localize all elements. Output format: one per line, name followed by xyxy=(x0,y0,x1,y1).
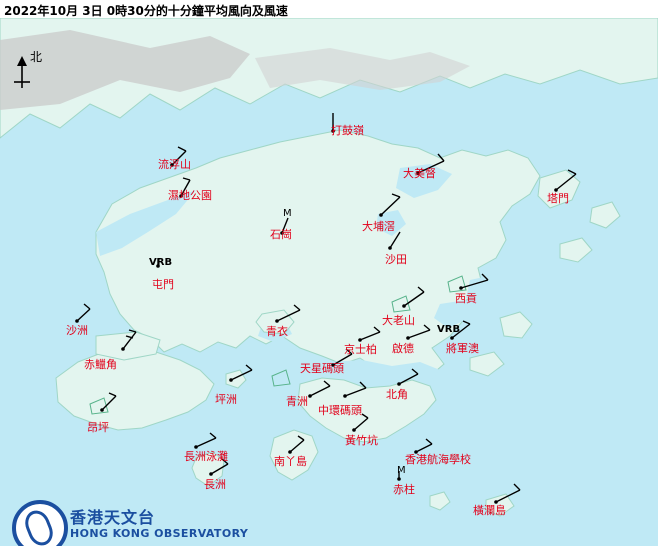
station-label-lamma-island: 南丫島 xyxy=(274,455,307,468)
station-label-shek-kong: 石崗 xyxy=(270,228,292,241)
station-label-sha-chau: 沙洲 xyxy=(66,324,88,337)
station-label-tseung-kwan-o: 將軍澳 xyxy=(446,342,479,355)
station-label-north-point: 北角 xyxy=(386,388,408,401)
north-arrow: 北 xyxy=(8,48,48,90)
station-label-chek-lap-kok: 赤鱲角 xyxy=(84,358,117,371)
map-geometry xyxy=(0,18,658,546)
station-label-ngong-ping: 昂坪 xyxy=(87,421,109,434)
station-label-central-pier: 中環碼頭 xyxy=(318,404,362,417)
map-canvas[interactable]: 北 打鼓嶺 流浮山 濕地公園 大美督 塔門 石崗 大埔滘 沙田 屯門 西貢 沙洲… xyxy=(0,18,658,546)
station-label-wong-chuk-hang: 黃竹坑 xyxy=(345,434,378,447)
station-label-tai-po-kau: 大埔滘 xyxy=(362,220,395,233)
station-label-tsing-yi: 青衣 xyxy=(266,325,288,338)
station-label-peng-chau: 坪洲 xyxy=(215,393,237,406)
station-label-green-island: 青洲 xyxy=(286,395,308,408)
station-label-stanley: 赤柱 xyxy=(393,483,415,496)
north-label: 北 xyxy=(30,50,43,64)
wind-barb-layer xyxy=(75,113,577,504)
marker-vrb-tuen-mun: VRB xyxy=(149,257,173,268)
station-dots xyxy=(75,129,558,504)
hko-logo-name-cn: 香港天文台 xyxy=(70,508,156,527)
marker-m-stanley: M xyxy=(397,465,406,476)
station-label-cheung-chau-beach: 長洲泳灘 xyxy=(184,450,228,463)
hko-logo: 香港天文台 HONG KONG OBSERVATORY xyxy=(8,496,258,546)
station-label-dagushan: 打鼓嶺 xyxy=(331,124,364,137)
hko-logo-mark xyxy=(12,500,68,546)
station-label-wetland-park: 濕地公園 xyxy=(168,189,212,202)
station-label-kai-tak: 啟德 xyxy=(392,342,414,355)
station-label-tuen-mun: 屯門 xyxy=(152,278,174,291)
marker-m-shek-kong: M xyxy=(283,208,292,219)
station-label-star-ferry: 天星碼頭 xyxy=(300,362,344,375)
page-title: 2022年10月 3日 0時30分的十分鐘平均風向及風速 xyxy=(4,4,288,18)
marker-vrb-tseung-kwan-o: VRB xyxy=(437,324,461,335)
station-label-kings-park: 京士柏 xyxy=(344,343,377,356)
station-label-tate-s-cairn: 大老山 xyxy=(382,314,415,327)
station-label-sai-kung: 西貢 xyxy=(455,292,477,305)
station-label-cheung-chau: 長洲 xyxy=(204,478,226,491)
station-label-sha-tin: 沙田 xyxy=(385,253,407,266)
hko-logo-name-en: HONG KONG OBSERVATORY xyxy=(70,527,249,540)
station-label-tai-mei-tuk: 大美督 xyxy=(403,167,436,180)
station-label-lau-fau-shan: 流浮山 xyxy=(158,158,191,171)
station-label-waglan-island: 橫瀾島 xyxy=(473,504,506,517)
station-label-tap-mun: 塔門 xyxy=(547,192,569,205)
station-label-sea-school: 香港航海學校 xyxy=(405,453,471,466)
